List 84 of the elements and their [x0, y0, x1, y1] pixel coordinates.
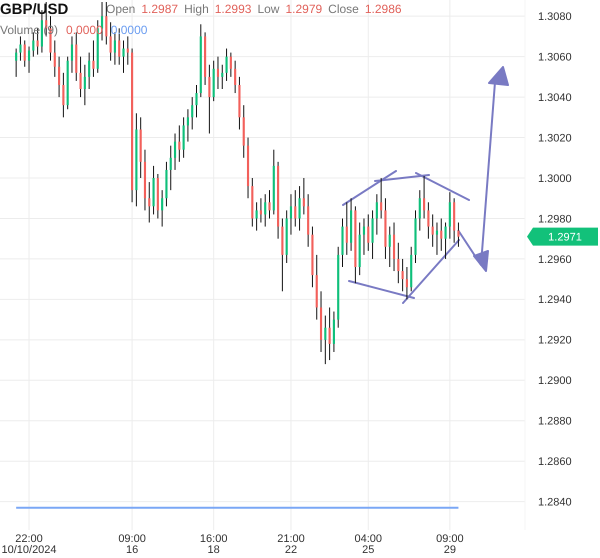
y-tick-label: 1.3040: [538, 92, 572, 104]
annotation: 1.2993: [214, 2, 252, 16]
candlestick: [105, 2, 108, 46]
x-tick-label: 04:00 25: [354, 533, 382, 556]
candlestick: [457, 222, 460, 248]
candlestick: [427, 202, 430, 240]
candlestick: [376, 194, 378, 236]
candlestick: [191, 96, 194, 130]
candlestick: [19, 36, 22, 62]
candlestick: [195, 84, 198, 118]
candlestick: [221, 64, 224, 90]
candlestick: [174, 133, 176, 170]
y-tick-label: 1.3080: [538, 11, 572, 24]
candlestick: [161, 190, 164, 228]
candlestick: [178, 124, 180, 162]
y-tick-label: 1.2940: [538, 294, 572, 306]
text: 1.2971: [548, 232, 582, 244]
candlestick: [294, 190, 296, 228]
candlestick: [298, 186, 301, 232]
candlestick: [324, 315, 326, 365]
candlestick: [436, 222, 438, 256]
candlestick: [15, 48, 18, 78]
candlestick: [62, 72, 64, 118]
x-tick-label: 22:00 10/10/2024: [2, 533, 57, 556]
candlestick: [225, 48, 228, 82]
candlestick: [432, 214, 434, 248]
y-tick-label: 1.3000: [538, 172, 572, 185]
candlestick: [110, 22, 112, 62]
y-tick-label: 1.3060: [538, 51, 572, 64]
candlestick: [346, 202, 348, 256]
candlestick: [148, 182, 150, 224]
candlestick: [28, 46, 30, 74]
candlestick: [92, 40, 95, 78]
candlestick: [230, 52, 232, 78]
candlestick: [444, 222, 447, 260]
candlestick: [268, 190, 271, 219]
x-tick-label: 21:00 22: [277, 533, 305, 556]
x-tick-label: 09:00 29: [436, 533, 464, 556]
candlestick: [302, 178, 305, 215]
y-tick-label: 1.2960: [538, 254, 572, 266]
annotation: 1.2979: [285, 2, 322, 16]
y-tick-label: 1.2920: [538, 334, 572, 347]
annotation: Low: [257, 2, 280, 16]
candlestick: [388, 226, 391, 268]
y-tick-label: 1.2900: [538, 375, 572, 388]
candlestick: [24, 40, 26, 68]
y-tick-label: 1.2840: [538, 496, 572, 509]
candlestick: [367, 214, 370, 252]
y-tick-label: 1.2980: [538, 213, 572, 226]
x-tick-label: 09:00 16: [118, 533, 146, 556]
candlestick: [328, 306, 331, 361]
candlestick: [264, 194, 266, 228]
candlestick: [216, 56, 220, 90]
candlestick: [186, 108, 189, 142]
candlestick: [362, 218, 366, 256]
candlestick: [380, 178, 382, 219]
candlestick: [84, 64, 86, 106]
candlestick: [122, 40, 125, 74]
candlestick: [402, 258, 404, 292]
annotation: 1.2986: [364, 2, 402, 16]
candlestick: [423, 175, 426, 219]
y-tick-label: 1.2880: [538, 416, 572, 428]
candlestick: [418, 190, 421, 232]
annotation: Close: [328, 2, 360, 16]
x-tick-label: 16:00 18: [200, 533, 228, 556]
candlestick: [70, 36, 74, 74]
candlestick: [170, 145, 172, 191]
candlestick: [260, 198, 262, 224]
candlestick: [397, 242, 400, 284]
annotation: High: [184, 2, 209, 16]
candlestick: [256, 202, 258, 232]
candlestick: [88, 52, 90, 90]
candlestick: [208, 64, 210, 134]
candlestick: [440, 218, 442, 252]
candlestick: [234, 60, 236, 94]
candlestick: [290, 194, 292, 236]
candlestick: [406, 266, 408, 300]
y-tick-label: 1.2860: [538, 456, 572, 468]
candlestick: [58, 56, 60, 98]
y-tick-label: 1.3020: [538, 132, 572, 144]
candlestick: [79, 56, 82, 98]
candlestick: [126, 36, 129, 66]
candlestick: [54, 40, 56, 78]
annotation: 1.2987: [141, 2, 178, 16]
